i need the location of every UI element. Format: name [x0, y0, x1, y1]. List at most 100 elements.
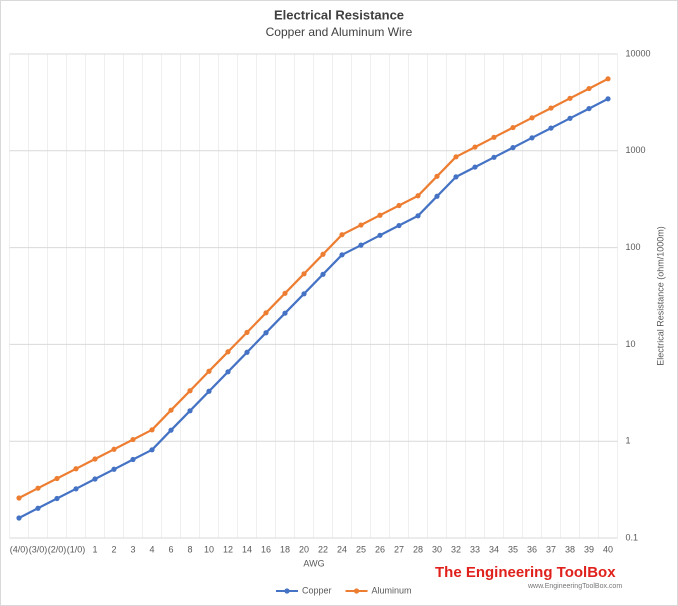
x-tick-label: 34 — [489, 544, 499, 554]
x-tick-label: 30 — [432, 544, 442, 554]
data-point — [35, 485, 41, 491]
x-tick-label: 28 — [413, 544, 423, 554]
data-point — [149, 447, 155, 453]
data-point — [529, 115, 535, 121]
data-point — [54, 495, 60, 502]
x-tick-label: 2 — [111, 544, 116, 554]
data-point — [187, 388, 193, 394]
data-point — [548, 125, 554, 131]
data-point — [320, 251, 326, 257]
data-point — [548, 105, 554, 111]
data-point — [282, 290, 288, 296]
data-point — [567, 115, 573, 121]
data-point — [301, 291, 307, 297]
watermark: The Engineering ToolBox — [435, 564, 616, 581]
x-tick-label: 38 — [565, 544, 575, 554]
data-point — [358, 222, 364, 228]
x-tick-label: 3 — [130, 544, 135, 554]
data-point — [225, 349, 231, 355]
series-line — [18, 77, 609, 499]
data-point — [168, 427, 174, 433]
x-tick-label: 24 — [337, 544, 347, 554]
data-point — [92, 476, 98, 482]
data-point — [434, 173, 440, 179]
y-axis-title: Electrical Resistance (ohm/1000m) — [655, 226, 665, 366]
data-point — [263, 330, 269, 336]
data-point — [529, 135, 535, 141]
data-point — [92, 456, 98, 462]
data-point — [605, 96, 611, 102]
x-tick-label: 27 — [394, 544, 404, 554]
x-tick-label: (2/0) — [48, 544, 67, 554]
x-tick-label: 39 — [584, 544, 594, 554]
data-point — [434, 193, 440, 199]
data-point — [396, 202, 402, 209]
x-tick-label: 12 — [223, 544, 233, 554]
x-tick-label: 1 — [92, 544, 97, 554]
data-point — [491, 134, 497, 140]
data-point — [453, 154, 459, 160]
data-point — [510, 145, 516, 151]
x-tick-label: 36 — [527, 544, 537, 554]
data-point — [358, 242, 364, 248]
data-point — [282, 310, 288, 316]
data-point — [35, 505, 41, 511]
x-tick-label: 20 — [299, 544, 309, 554]
data-point — [206, 388, 212, 394]
data-point — [168, 407, 174, 413]
x-axis-title: AWG — [303, 558, 324, 568]
y-tick-label: 1000 — [626, 145, 646, 155]
y-tick-label: 10000 — [626, 48, 651, 58]
x-tick-label: 6 — [168, 544, 173, 554]
x-tick-label: (1/0) — [67, 544, 86, 554]
data-point — [415, 193, 421, 199]
data-point — [396, 222, 402, 229]
data-point — [605, 76, 611, 82]
data-point — [377, 212, 383, 218]
x-tick-label: 32 — [451, 544, 461, 554]
data-point — [187, 408, 193, 414]
x-tick-label: 16 — [261, 544, 271, 554]
y-tick-label: 1 — [626, 436, 631, 446]
series-line — [18, 97, 609, 519]
y-tick-label: 100 — [626, 242, 641, 252]
x-tick-label: 14 — [242, 544, 252, 554]
data-point — [586, 105, 592, 112]
data-point — [73, 466, 79, 472]
chart-title: Electrical Resistance — [274, 7, 404, 22]
data-point — [472, 164, 478, 170]
x-tick-label: 8 — [187, 544, 192, 554]
data-point — [111, 446, 117, 452]
data-point — [16, 515, 22, 521]
x-tick-label: 35 — [508, 544, 518, 554]
data-point — [244, 349, 250, 355]
x-tick-label: 25 — [356, 544, 366, 554]
x-tick-label: 10 — [204, 544, 214, 554]
x-tick-label: (3/0) — [29, 544, 48, 554]
data-point — [510, 124, 516, 131]
legend-marker — [284, 588, 290, 594]
data-point — [415, 213, 421, 219]
x-tick-label: 37 — [546, 544, 556, 554]
x-tick-label: 4 — [149, 544, 154, 554]
data-point — [263, 310, 269, 316]
y-tick-label: 10 — [626, 339, 636, 349]
data-point — [111, 466, 117, 472]
x-tick-label: (4/0) — [10, 544, 29, 554]
data-point — [301, 271, 307, 277]
data-point — [54, 475, 60, 482]
data-point — [320, 271, 326, 277]
data-point — [586, 85, 592, 92]
data-point — [472, 144, 478, 150]
data-point — [225, 369, 231, 375]
data-point — [567, 95, 573, 101]
data-point — [339, 252, 345, 258]
x-tick-label: 26 — [375, 544, 385, 554]
data-point — [491, 154, 497, 160]
data-point — [130, 436, 136, 443]
watermark-url: www.EngineeringToolBox.com — [527, 583, 622, 590]
x-tick-label: 18 — [280, 544, 290, 554]
data-point — [453, 174, 459, 180]
